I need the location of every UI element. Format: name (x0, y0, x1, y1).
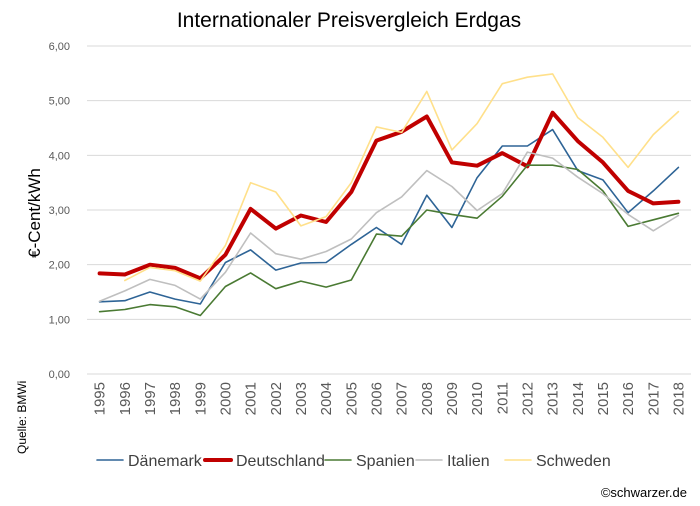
chart-title: Internationaler Preisvergleich Erdgas (177, 9, 521, 32)
x-tick-label: 2007 (394, 382, 411, 415)
y-tick-label: 3,00 (49, 205, 70, 217)
y-tick-label: 4,00 (49, 150, 70, 162)
legend-label: Schweden (536, 453, 611, 470)
source-note: Quelle: BMWi (15, 381, 29, 454)
y-tick-label: 0,00 (49, 369, 70, 381)
x-tick-label: 2013 (545, 382, 562, 415)
y-axis-label: €-Cent/kWh (25, 168, 44, 258)
series-line-spanien (98, 164, 680, 317)
x-tick-label: 2011 (494, 382, 511, 414)
x-tick-label: 2001 (243, 382, 260, 415)
y-tick-label: 2,00 (49, 260, 70, 272)
x-tick-label: 2016 (620, 382, 637, 415)
series-line-schweden (124, 73, 680, 282)
series-line-italien (98, 151, 680, 303)
x-tick-label: 2015 (595, 382, 612, 415)
x-tick-label: 2002 (268, 382, 285, 415)
y-tick-label: 1,00 (49, 314, 70, 326)
x-tick-label: 2008 (419, 382, 436, 415)
x-tick-label: 2004 (318, 382, 335, 415)
x-tick-label: 2018 (670, 382, 687, 415)
x-tick-label: 1997 (142, 382, 159, 415)
x-axis-ticks: 1995 1996 1997 1998 1999 2000 2001 2002 2003 2004… (92, 382, 688, 415)
x-tick-label: 2017 (645, 382, 662, 415)
legend-label: Deutschland (236, 453, 325, 470)
x-tick-label: 2014 (570, 382, 587, 415)
x-tick-label: 1999 (192, 382, 209, 415)
legend-label: Italien (447, 453, 490, 470)
series-line-deutschland (97, 110, 681, 281)
legend-label: Dänemark (128, 453, 203, 470)
y-tick-label: 5,00 (49, 96, 70, 108)
x-tick-label: 2006 (368, 382, 385, 415)
gridlines (87, 45, 691, 320)
legend: Dänemark Deutschland Spanien Italien Schwede… (96, 453, 611, 470)
x-tick-label: 1996 (117, 382, 134, 415)
x-tick-label: 2010 (469, 382, 486, 415)
x-tick-label: 1998 (167, 382, 184, 415)
x-tick-label: 2012 (519, 382, 536, 415)
y-axis-ticks: 0,00 1,00 2,00 3,00 4,00 5,00 6,00 (49, 41, 70, 381)
x-tick-label: 2003 (293, 382, 310, 415)
x-tick-label: 2005 (343, 382, 360, 415)
x-tick-label: 2000 (217, 382, 234, 415)
credit-note: ©schwarzer.de (601, 485, 687, 500)
x-tick-label: 2009 (444, 382, 461, 415)
y-tick-label: 6,00 (49, 41, 70, 53)
series-lines (97, 73, 681, 317)
legend-label: Spanien (356, 453, 415, 470)
x-tick-label: 1995 (92, 382, 109, 415)
